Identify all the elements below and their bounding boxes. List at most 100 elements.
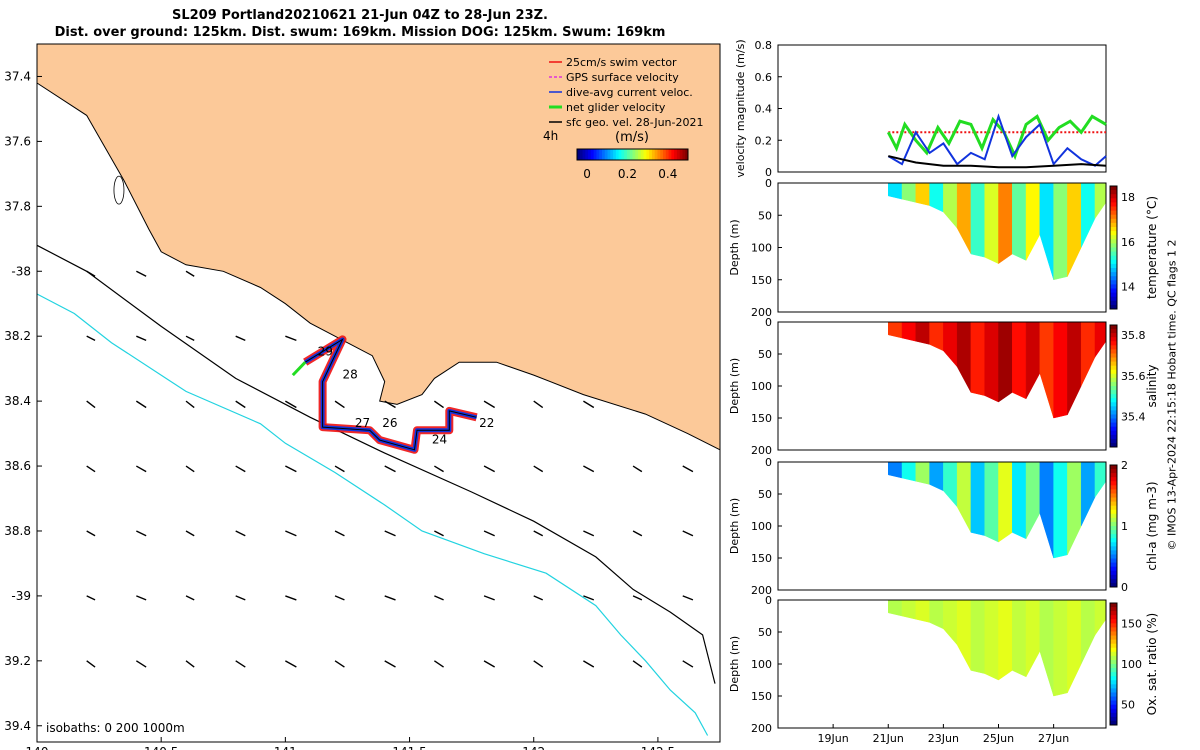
sfc-arrow — [583, 465, 595, 473]
section-colorbar-segment — [1110, 255, 1117, 261]
section-y-tick-label: 150 — [751, 552, 772, 565]
section-colorbar-segment — [1110, 704, 1117, 710]
colorbar-segment — [607, 149, 611, 160]
section-colorbar-label: salinity — [1145, 364, 1159, 407]
date-tick-label: 23Jun — [928, 732, 959, 745]
sfc-arrow — [384, 465, 396, 473]
section-colorbar-segment — [1110, 651, 1117, 657]
sfc-arrow — [632, 660, 643, 668]
section-colorbar-segment — [1110, 210, 1117, 216]
section-y-tick-label: 0 — [765, 456, 772, 469]
sfc-arrow — [632, 595, 643, 601]
section-y-tick-label: 200 — [751, 444, 772, 457]
section-colorbar-segment — [1110, 505, 1117, 511]
section-colorbar-frame — [1109, 464, 1118, 588]
section-colorbar-segment — [1110, 398, 1117, 403]
vel-y-tick-label: 0.2 — [755, 134, 773, 147]
section-colorbar-segment — [1110, 329, 1117, 334]
section-y-tick-label: 200 — [751, 584, 772, 597]
section-colorbar-tick-label: 18 — [1121, 191, 1135, 204]
section-colorbar-segment — [1110, 489, 1117, 494]
section-colorbar-segment — [1110, 538, 1117, 543]
section-colorbar-segment — [1110, 272, 1117, 277]
section-colorbar-segment — [1110, 631, 1117, 637]
day-label: 29 — [318, 345, 333, 359]
section-colorbar-segment — [1110, 542, 1117, 547]
colorbar-tick-label: 0 — [583, 167, 591, 181]
section-colorbar-segment — [1110, 341, 1117, 346]
colorbar-segment — [582, 149, 586, 160]
sfc-arrow — [185, 595, 195, 601]
sfc-arrow — [334, 465, 345, 473]
section-colorbar-segment — [1110, 526, 1117, 531]
sfc-arrow — [533, 400, 544, 409]
section-colorbar-segment — [1110, 235, 1117, 240]
section-colorbar-frame — [1109, 185, 1118, 310]
section-colorbar-segment — [1110, 422, 1117, 428]
sfc-arrow — [433, 660, 444, 668]
map-y-tick-label: 38.6 — [4, 459, 31, 473]
isobath-1000m — [36, 293, 709, 736]
section-colorbar-segment — [1110, 438, 1117, 444]
section-colorbar-segment — [1110, 186, 1117, 191]
day-label: 28 — [342, 367, 357, 381]
section-data-cell — [1053, 599, 1068, 697]
section-colorbar-tick-label: 2 — [1121, 459, 1128, 472]
colorbar-segment — [674, 149, 678, 160]
sfc-arrow — [334, 660, 345, 668]
section-colorbar-segment — [1110, 276, 1117, 281]
credit-text: © IMOS 13-Apr-2024 22:15:18 Hobart time.… — [1165, 239, 1179, 551]
section-colorbar-segment — [1110, 521, 1117, 527]
isobath-200m — [36, 244, 716, 684]
section-y-tick-label: 100 — [751, 658, 772, 671]
section-colorbar-segment — [1110, 377, 1117, 383]
section-colorbar-segment — [1110, 627, 1117, 632]
section-colorbar-segment — [1110, 635, 1117, 641]
sfc-arrow — [682, 530, 694, 537]
sfc-arrow — [235, 400, 246, 409]
colorbar-segment — [682, 149, 686, 160]
date-tick-label: 19Jun — [818, 732, 849, 745]
section-colorbar-segment — [1110, 194, 1117, 199]
section-y-tick-label: 150 — [751, 412, 772, 425]
section-data-cell — [915, 182, 930, 206]
section-colorbar-segment — [1110, 509, 1117, 515]
velocity-y-label: velocity magnitude (m/s) — [734, 39, 747, 177]
section-y-tick-label: 150 — [751, 274, 772, 287]
section-colorbar-tick-label: 35.4 — [1121, 411, 1146, 424]
section-colorbar-segment — [1110, 402, 1117, 407]
sfc-arrow — [86, 530, 96, 537]
section-colorbar-segment — [1110, 493, 1117, 499]
sfc-arrow — [86, 465, 96, 473]
section-y-tick-label: 150 — [751, 690, 772, 703]
sfc-arrow — [583, 530, 595, 537]
section-colorbar-segment — [1110, 473, 1117, 478]
section-colorbar-segment — [1110, 390, 1117, 395]
sfc-arrow — [185, 400, 195, 409]
section-y-tick-label: 200 — [751, 722, 772, 735]
map-panel: 22 24 26 27 28 29 140 140.5 141 141.5 142 142.5 37.4… — [4, 43, 721, 750]
lake-shape — [113, 175, 125, 205]
velocity-panel: 0 0.2 0.4 0.6 0.8 velocity magnitude (m/s) — [734, 39, 1107, 179]
map-x-tick-label: 140.5 — [144, 745, 178, 750]
section-y-tick-label: 50 — [758, 348, 772, 361]
section-colorbar-segment — [1110, 696, 1117, 702]
colorbar-segment — [679, 149, 683, 160]
section-colorbar-segment — [1110, 513, 1117, 519]
map-y-tick-label: -39 — [11, 589, 31, 603]
map-axes-box — [36, 43, 721, 743]
section-colorbar-label: Ox. sat. ratio (%) — [1145, 613, 1159, 715]
section-colorbar-segment — [1110, 198, 1117, 203]
sfc-arrow — [185, 530, 195, 537]
colorbar-segment — [596, 149, 600, 160]
colorbar-segment — [643, 149, 647, 160]
section-colorbar-label: chl-a (mg m-3) — [1145, 481, 1159, 570]
colorbar-side-label: 4h — [543, 129, 558, 143]
sfc-arrow — [285, 335, 297, 342]
colorbar-segment — [646, 149, 650, 160]
map-x-tick-label: 142 — [522, 745, 545, 750]
colorbar-segment — [593, 149, 597, 160]
section-colorbar-segment — [1110, 349, 1117, 354]
velocity-series-line — [888, 155, 1107, 169]
